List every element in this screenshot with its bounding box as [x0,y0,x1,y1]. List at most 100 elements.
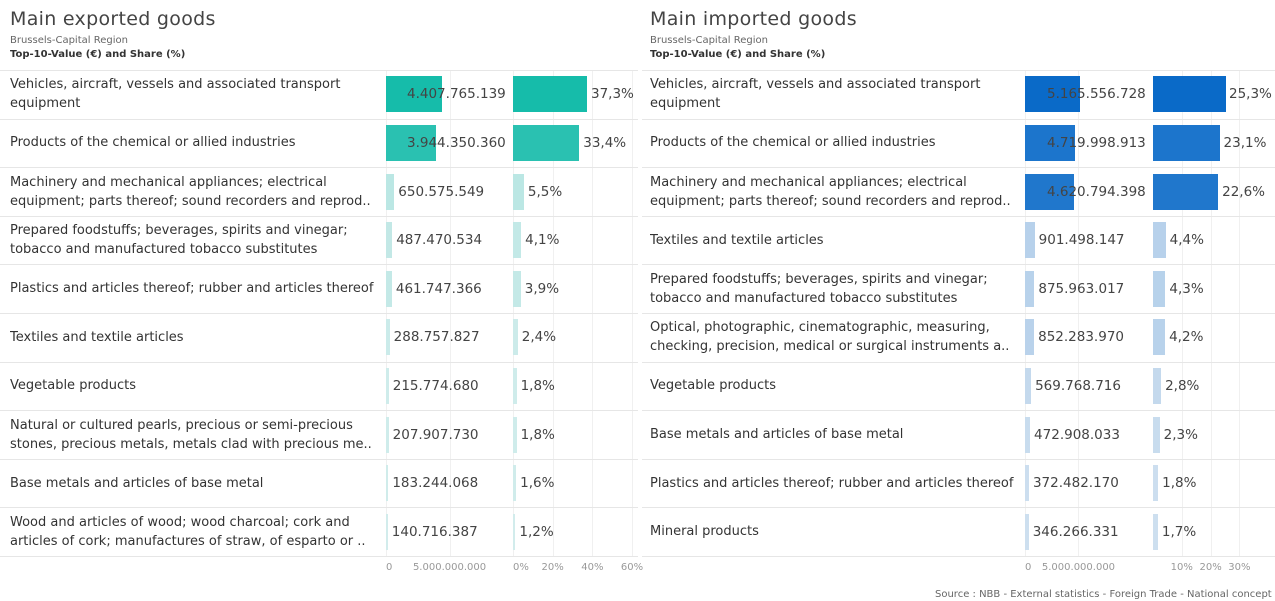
row-separator [0,410,638,412]
bar [1025,416,1031,453]
value-label: 1,2% [519,523,554,540]
bar [1025,222,1035,259]
value-label: 37,3% [590,86,634,103]
value-label: 22,6% [1222,183,1265,200]
value-label: 1,7% [1161,523,1197,540]
bar [513,367,517,404]
value-label: 183.244.068 [392,475,479,492]
category-label: Textiles and textile articles [650,232,824,248]
bar [513,173,524,210]
row-separator [642,118,1275,120]
bar [1153,124,1220,161]
category-label: Machinery and mechanical appliances; ele… [10,174,371,209]
row-separator [642,556,1275,557]
bar [1153,319,1166,356]
bar [386,173,395,210]
category-label: Base metals and articles of base metal [10,475,264,491]
category-label: Mineral products [650,524,759,540]
x-tick-label: 40% [581,562,604,573]
category-label: Vehicles, aircraft, vessels and associat… [10,77,341,112]
value-label: 4.620.794.398 [1047,183,1146,200]
panel-title: Main imported goods [650,8,857,30]
row-separator [0,556,638,557]
bar [513,513,516,550]
panel-caption: Top-10-Value (€) and Share (%) [10,49,186,60]
value-label: 140.716.387 [391,523,478,540]
value-label: 2,4% [521,329,557,346]
bar [1153,465,1159,502]
category-label: Plastics and articles thereof; rubber an… [650,475,1014,491]
value-label: 5.165.556.728 [1047,86,1146,103]
bar [1025,270,1035,307]
value-label: 852.283.970 [1038,329,1124,346]
bar [386,319,390,356]
value-label: 207.907.730 [392,426,479,443]
row-separator [0,361,638,363]
bar [386,222,393,259]
x-tick-label: 30% [1228,562,1251,573]
bar [1025,319,1035,356]
bar [1153,76,1226,113]
bar [513,465,517,502]
value-label: 4.719.998.913 [1047,134,1146,151]
category-label: Base metals and articles of base metal [650,427,904,442]
value-label: 2,8% [1165,377,1200,394]
bar [386,76,442,113]
bar [386,465,389,502]
value-label: 2,3% [1163,426,1198,443]
row-separator [642,507,1275,509]
bar [1153,513,1158,550]
value-label: 4,4% [1169,232,1204,249]
value-label: 215.774.680 [392,377,479,394]
value-label: 4,3% [1169,280,1204,297]
row-separator [0,167,638,169]
bar [1153,367,1162,404]
row-separator [0,507,638,509]
row-separator [642,313,1275,314]
bar [1025,465,1029,502]
x-tick-label: 5.000.000.000 [1041,562,1116,573]
row-separator [642,410,1275,412]
value-label: 1,8% [520,426,555,443]
bar [1153,416,1160,453]
category-label: Wood and articles of wood; wood charcoal… [10,514,366,549]
category-label: Plastics and articles thereof; rubber an… [10,281,374,297]
bar [513,222,522,259]
value-label: 372.482.170 [1032,475,1119,492]
value-label: 1,8% [520,377,555,394]
category-label: Vegetable products [650,378,776,394]
x-tick-label: 0 [386,562,393,573]
x-tick-label: 60% [620,562,644,573]
bar [386,124,437,161]
bar [1025,173,1075,210]
category-label: Products of the chemical or allied indus… [10,135,296,151]
value-label: 288.757.827 [393,329,480,346]
bar [1153,270,1166,307]
row-separator [0,118,638,120]
value-label: 23,1% [1223,134,1267,151]
bar [513,124,580,161]
category-label: Vegetable products [10,378,136,394]
category-label: Prepared foodstuffs; beverages, spirits … [10,223,348,258]
row-separator [0,70,638,71]
row-separator [0,458,638,460]
panel-title: Main exported goods [10,8,216,30]
source-note: Source : NBB - External statistics - For… [935,589,1272,600]
value-label: 33,4% [583,134,627,151]
value-label: 487.470.534 [396,232,483,249]
bar [386,416,389,453]
category-label: Machinery and mechanical appliances; ele… [650,174,1011,209]
bar [386,513,388,550]
x-tick-label: 0% [513,562,529,573]
category-label: Vehicles, aircraft, vessels and associat… [650,77,981,112]
panel-caption: Top-10-Value (€) and Share (%) [650,49,826,60]
x-tick-label: 5.000.000.000 [412,562,487,573]
x-tick-label: 20% [1199,562,1222,573]
value-label: 901.498.147 [1038,232,1125,249]
category-label: Textiles and textile articles [10,329,184,345]
bar [513,76,587,113]
row-separator [642,264,1275,266]
x-tick-label: 20% [541,562,564,573]
bar [1025,367,1032,404]
